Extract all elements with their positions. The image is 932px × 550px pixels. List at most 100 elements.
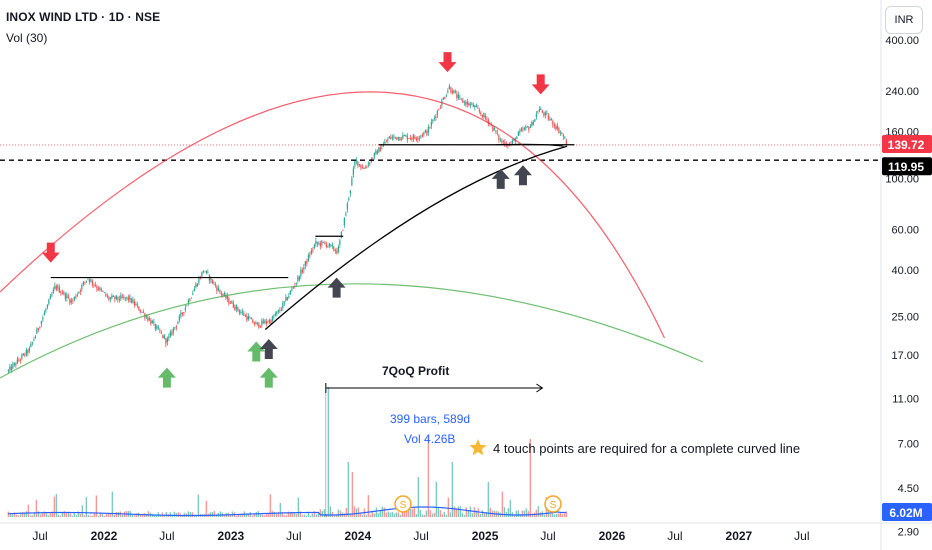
candle	[402, 132, 404, 141]
candle-body	[279, 310, 281, 311]
candle-body	[12, 364, 14, 369]
candle-body	[327, 245, 329, 247]
volume-bar	[393, 513, 396, 517]
candle	[193, 285, 195, 292]
candle-body	[186, 305, 188, 307]
candle	[120, 292, 122, 301]
volume-bar	[345, 507, 348, 517]
candle-body	[297, 276, 299, 281]
candle	[502, 139, 504, 144]
candle	[393, 133, 395, 141]
volume-bar	[275, 513, 278, 517]
candle-body	[348, 198, 350, 201]
y-tick-label: 240.00	[885, 86, 919, 98]
candle-body	[504, 142, 506, 146]
volume-bar	[445, 514, 448, 517]
candle	[375, 148, 377, 156]
candle-body	[492, 125, 494, 131]
candle	[357, 161, 359, 168]
candle	[486, 116, 488, 122]
volume-bar	[437, 507, 440, 517]
candle	[96, 284, 98, 292]
volume-indicator-label[interactable]: Vol (30)	[6, 31, 48, 45]
candle-body	[271, 316, 273, 322]
candle-body	[529, 126, 531, 129]
volume-bar	[71, 515, 74, 517]
candle-body	[283, 301, 285, 303]
candle	[429, 126, 431, 129]
candle	[127, 294, 129, 303]
candle	[100, 287, 102, 293]
candle	[267, 320, 269, 324]
candle-body	[397, 137, 399, 139]
candle-body	[561, 133, 563, 135]
candle	[217, 284, 219, 292]
volume-bar	[141, 515, 144, 517]
candle-body	[316, 242, 318, 244]
candle-body	[366, 166, 368, 168]
candle	[36, 327, 38, 335]
candle	[201, 271, 203, 278]
candle-body	[165, 337, 167, 344]
candle	[519, 128, 521, 136]
candle	[49, 293, 51, 300]
volume-bar	[85, 497, 88, 517]
candle-body	[72, 300, 74, 302]
candle	[166, 336, 168, 346]
volume-bar	[77, 511, 80, 517]
x-tick-label: 2025	[472, 529, 499, 543]
candle-body	[19, 359, 21, 361]
candle	[184, 304, 186, 313]
candle	[102, 290, 104, 292]
candle-body	[49, 296, 51, 300]
candle-body	[229, 302, 231, 304]
volume-bar	[245, 513, 248, 517]
candle	[144, 312, 146, 321]
last-price-badge-bg	[882, 134, 932, 153]
candle-body	[16, 359, 18, 364]
candle-body	[385, 141, 387, 143]
candle-body	[520, 128, 522, 132]
candle-body	[522, 129, 524, 131]
candle-body	[354, 161, 356, 166]
volume-bar	[315, 514, 318, 517]
profit-label: 7QoQ Profit	[382, 364, 449, 378]
volume-bar	[287, 511, 290, 517]
candle	[244, 314, 246, 318]
candle-body	[123, 296, 125, 298]
measure-volume-label: Vol 4.26B	[404, 432, 455, 446]
volume-bar	[55, 493, 58, 517]
candle-body	[136, 304, 138, 306]
candle-body	[484, 115, 486, 118]
volume-bar	[21, 511, 24, 517]
volume-badge-bg	[882, 503, 932, 521]
candle-body	[163, 335, 165, 339]
volume-bar	[317, 513, 320, 517]
candle	[55, 284, 57, 292]
volume-bar	[121, 514, 124, 517]
candle	[139, 309, 141, 314]
candle	[501, 138, 503, 146]
candle-body	[450, 87, 452, 92]
candle-body	[528, 126, 530, 130]
volume-bar	[45, 513, 48, 517]
dividend-icon	[544, 495, 562, 513]
candle	[234, 304, 236, 312]
candle-body	[546, 113, 548, 115]
currency-button[interactable]: INR	[885, 6, 923, 34]
candle	[300, 266, 302, 280]
candle-body	[463, 101, 465, 103]
candle	[19, 358, 21, 364]
volume-bar	[187, 511, 190, 517]
x-tick-label: Jul	[286, 529, 301, 543]
candle	[13, 362, 15, 367]
volume-bar	[7, 511, 10, 517]
candle	[262, 318, 264, 324]
candle-body	[211, 279, 213, 283]
volume-bar	[41, 513, 44, 517]
volume-bar	[453, 506, 456, 517]
volume-bar	[359, 512, 362, 517]
candle-body	[448, 85, 450, 89]
arrow-green-up	[247, 341, 266, 362]
